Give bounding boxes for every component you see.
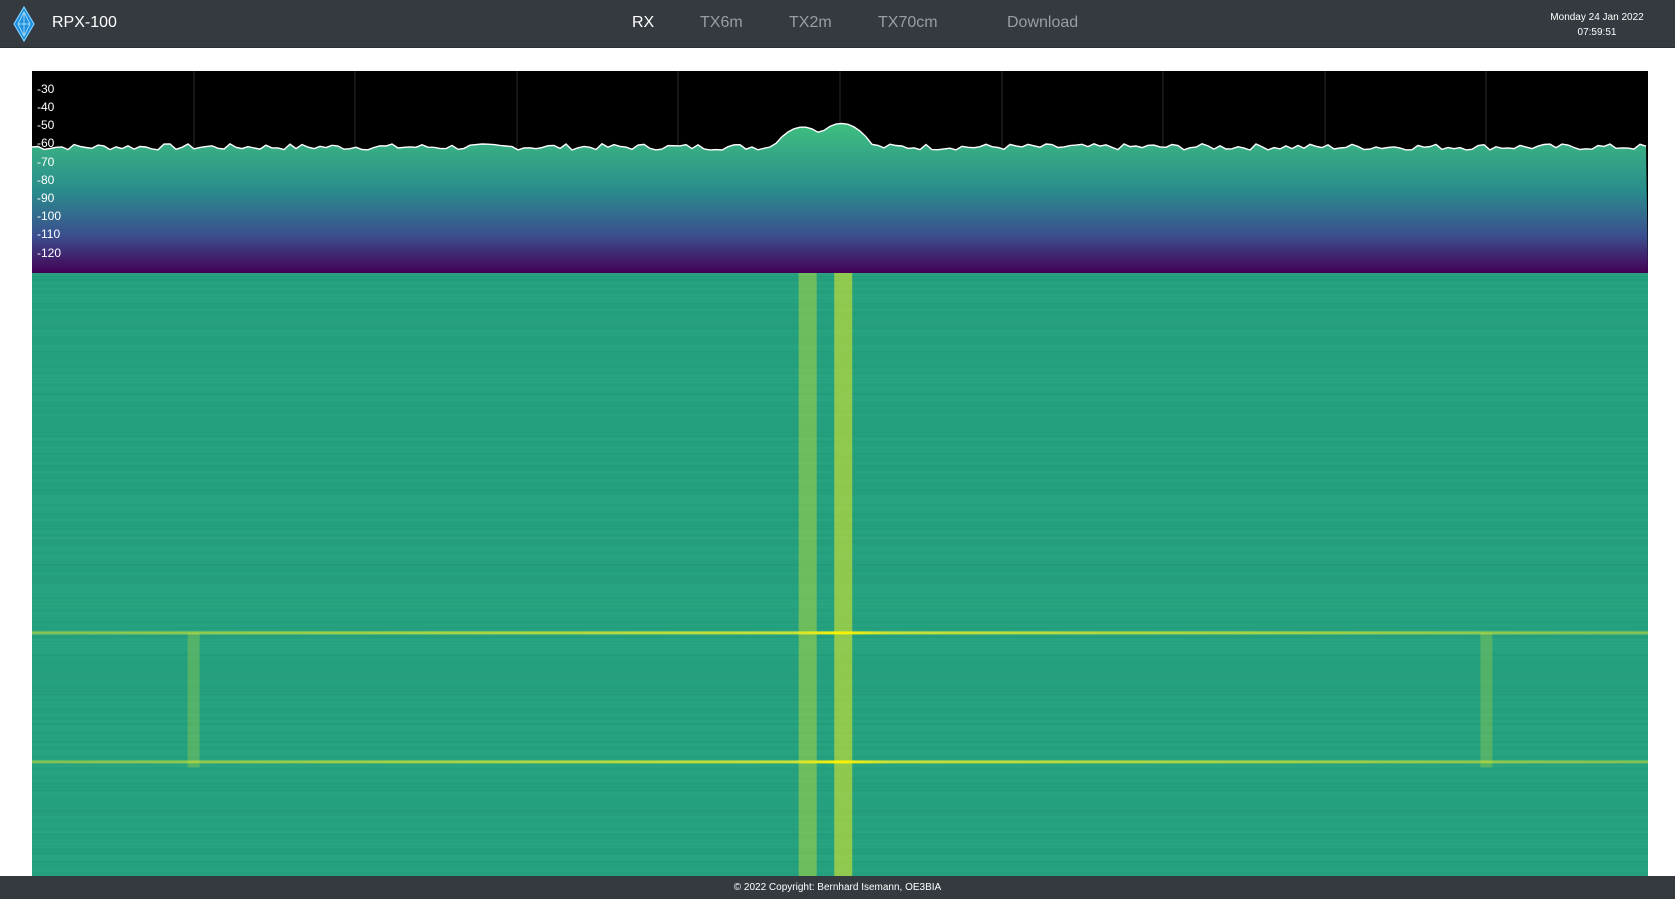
spectrum-canvas — [32, 71, 1648, 273]
spectrum-plot[interactable]: -30 -40 -50 -60 -70 -80 -90 -100 -110 -1… — [32, 71, 1648, 273]
nav-download[interactable]: Download — [1007, 14, 1079, 31]
nav-tx70cm[interactable]: TX70cm — [878, 14, 938, 31]
spectrum-fill — [32, 123, 1648, 273]
nav-rx[interactable]: RX — [632, 14, 655, 31]
clock-time: 07:59:51 — [1577, 27, 1617, 38]
y-label: -100 — [37, 209, 62, 223]
y-label: -40 — [37, 100, 55, 114]
y-label: -120 — [37, 246, 62, 260]
signal-trace — [798, 273, 817, 876]
footer: © 2022 Copyright: Bernhard Isemann, OE3B… — [0, 876, 1675, 899]
y-label: -60 — [37, 136, 55, 150]
clock-date: Monday 24 Jan 2022 — [1550, 12, 1644, 23]
waterfall-canvas — [32, 273, 1648, 876]
clock: Monday 24 Jan 2022 07:59:51 — [1537, 10, 1657, 40]
waterfall-display[interactable] — [32, 273, 1648, 876]
y-label: -30 — [37, 82, 55, 96]
nav-tx2m[interactable]: TX2m — [789, 14, 832, 31]
copyright-text: © 2022 Copyright: Bernhard Isemann, OE3B… — [733, 882, 942, 893]
app-title[interactable]: RPX-100 — [52, 14, 117, 31]
faint-signal-trace — [187, 632, 200, 768]
top-navbar: RPX-100 RX TX6m TX2m TX70cm Download Mon… — [0, 0, 1675, 48]
y-label: -110 — [37, 227, 61, 241]
signal-trace — [834, 273, 853, 876]
nav-tx6m[interactable]: TX6m — [700, 14, 743, 31]
y-label: -80 — [37, 173, 55, 187]
burst-line — [32, 760, 1648, 764]
y-label: -50 — [37, 118, 55, 132]
faint-signal-trace — [1480, 632, 1493, 768]
diamond-antenna-logo-icon[interactable] — [12, 6, 36, 42]
spectrum-trace — [32, 122, 1647, 151]
burst-line — [32, 631, 1648, 635]
y-label: -70 — [37, 155, 55, 169]
y-label: -90 — [37, 191, 55, 205]
